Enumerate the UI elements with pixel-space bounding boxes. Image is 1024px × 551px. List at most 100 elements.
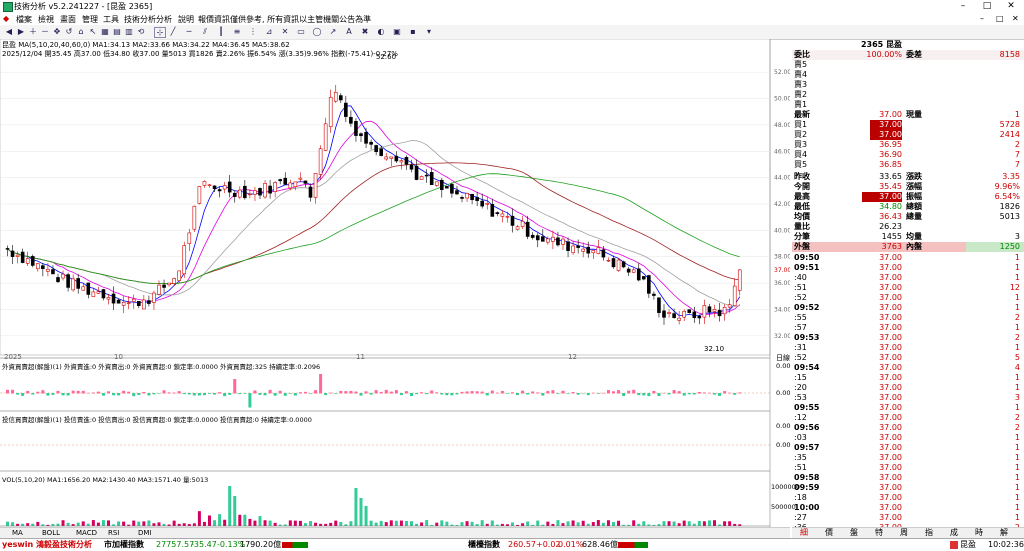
tick-time: :31 [794, 343, 807, 352]
tab-analysis[interactable]: 解 [1000, 528, 1008, 537]
volume-bar [495, 524, 499, 526]
tab-special[interactable]: 特 [875, 528, 883, 537]
flow-bar [500, 390, 504, 394]
home-icon[interactable]: ⌂ [78, 27, 84, 36]
fib-tool-icon[interactable]: ≡ [233, 27, 241, 36]
stat-value: 26.23 [879, 222, 902, 231]
pointer-icon[interactable]: ↖ [89, 27, 97, 36]
flow-bar [440, 393, 444, 395]
tick-row: :15 37.00 1 [792, 373, 1024, 383]
last-value: 37.00 [879, 110, 902, 119]
close-icon[interactable]: ✕ [1007, 1, 1015, 11]
tab-macd[interactable]: MACD [76, 529, 97, 537]
flow-bar [657, 393, 661, 397]
tab-week[interactable]: 周 [900, 528, 908, 537]
volume-bar [617, 520, 621, 526]
zoom-in-icon[interactable]: ＋ [29, 27, 37, 36]
cur-vol-label: 現量 [906, 110, 922, 119]
menu-help[interactable]: 說明 [178, 15, 194, 24]
candle-body [227, 181, 232, 193]
flow-bar [546, 391, 550, 394]
color-icon[interactable]: ▪ [410, 27, 416, 36]
pan-icon[interactable]: ✥ [53, 27, 61, 36]
menu-manage[interactable]: 管理 [82, 15, 98, 24]
minimize-icon[interactable]: – [960, 1, 966, 11]
tick-row: 09:59 37.00 1 [792, 483, 1024, 493]
candle-body [712, 309, 717, 312]
delete-tool-icon[interactable]: ✖ [361, 27, 369, 36]
chart-area[interactable]: 52.00 50.00 48.00 46.00 44.00 42.00 40.00 38.00… [0, 39, 800, 527]
volume-bar [293, 520, 297, 526]
tab-detail[interactable]: 細 [800, 528, 808, 537]
template-icon[interactable]: ▣ [393, 27, 401, 36]
ellipse-tool-icon[interactable]: ◯ [312, 27, 322, 36]
arrow-tool-icon[interactable]: ↗ [329, 27, 337, 36]
price-tick-label: 50.00 [774, 96, 790, 103]
candle-body [384, 156, 389, 160]
menu-file[interactable]: 檔案 [16, 15, 32, 24]
tab-price[interactable]: 價 [825, 528, 833, 537]
candle-body [621, 261, 626, 268]
stat-value: 35.45 [879, 182, 902, 191]
tab-index[interactable]: 指 [925, 528, 933, 537]
tick-price: 37.00 [879, 353, 902, 362]
line-tool-icon[interactable]: ╱ [170, 27, 176, 36]
maximize-icon[interactable]: □ [982, 1, 992, 11]
cursor-tool-icon[interactable]: ⊹ [154, 27, 166, 38]
tab-boll[interactable]: BOLL [42, 529, 60, 537]
tab-dmi[interactable]: DMI [138, 529, 152, 537]
menu-app-icon[interactable]: ◆ [3, 14, 10, 23]
mdi-restore-icon[interactable]: □ [996, 14, 1004, 23]
candle-body [354, 121, 358, 136]
restore-icon[interactable]: ⟲ [137, 27, 145, 36]
grid-icon[interactable]: ▦ [101, 27, 109, 36]
candle-body [323, 123, 328, 151]
candle-body [662, 310, 666, 318]
diff-label: 委差 [906, 50, 922, 59]
chart-svg[interactable]: 52.00 50.00 48.00 46.00 44.00 42.00 40.00 38.00… [0, 39, 790, 527]
tab-book[interactable]: 盤 [850, 528, 858, 537]
mdi-close-icon[interactable]: ✕ [1012, 14, 1019, 23]
reset-icon[interactable]: ↺ [65, 27, 73, 36]
cycle-tool-icon[interactable]: ⋮ [249, 27, 257, 36]
period-icon[interactable]: ▤ [113, 27, 121, 36]
lock-tool-icon[interactable]: ◐ [377, 27, 385, 36]
stat-value: 9.96% [994, 182, 1020, 191]
tab-rsi[interactable]: RSI [108, 529, 120, 537]
volume-bar [632, 520, 636, 526]
compare-icon[interactable]: ▥ [125, 27, 133, 36]
candle-body [606, 260, 611, 262]
tab-ma[interactable]: MA [12, 529, 23, 537]
mdi-minimize-icon[interactable]: – [980, 14, 984, 23]
menu-tools[interactable]: 工具 [103, 15, 119, 24]
hline-tool-icon[interactable]: ─ [186, 27, 192, 36]
text-tool-icon[interactable]: A [346, 27, 352, 36]
stat-row: 均價 36.43 總量 5013 [792, 212, 1024, 222]
volume-bar [606, 520, 610, 526]
menu-analysis[interactable]: 分析 [156, 15, 172, 24]
flow-bar [718, 393, 722, 396]
tab-deal[interactable]: 成 [950, 528, 958, 537]
arrow-right-icon[interactable]: ▶ [17, 27, 25, 36]
tab-time[interactable]: 時 [975, 528, 983, 537]
candle-body [192, 205, 197, 230]
fan-tool-icon[interactable]: ⊿ [265, 27, 273, 36]
arrow-left-icon[interactable]: ◀ [5, 27, 13, 36]
tick-vol: 1 [1014, 443, 1020, 452]
title-bar: 技術分析 v5.2.241227 - [昆盈 2365] – □ ✕ [0, 0, 1024, 14]
tick-vol: 1 [1014, 463, 1020, 472]
candle-body [293, 181, 298, 188]
zoom-out-icon[interactable]: － [41, 27, 49, 36]
rect-tool-icon[interactable]: ▭ [297, 27, 305, 36]
volume-bar [117, 521, 121, 526]
menu-technical[interactable]: 技術分析 [124, 15, 156, 24]
vline-tool-icon[interactable]: ┃ [218, 27, 224, 36]
save-icon[interactable]: ▾ [426, 27, 431, 36]
candle-body [374, 145, 378, 153]
menu-screen[interactable]: 畫面 [60, 15, 76, 24]
volume-bar [556, 520, 560, 526]
tick-time: :57 [794, 323, 807, 332]
channel-tool-icon[interactable]: ⫽ [203, 27, 207, 36]
gann-tool-icon[interactable]: ✕ [281, 27, 289, 36]
menu-view[interactable]: 檢視 [38, 15, 54, 24]
